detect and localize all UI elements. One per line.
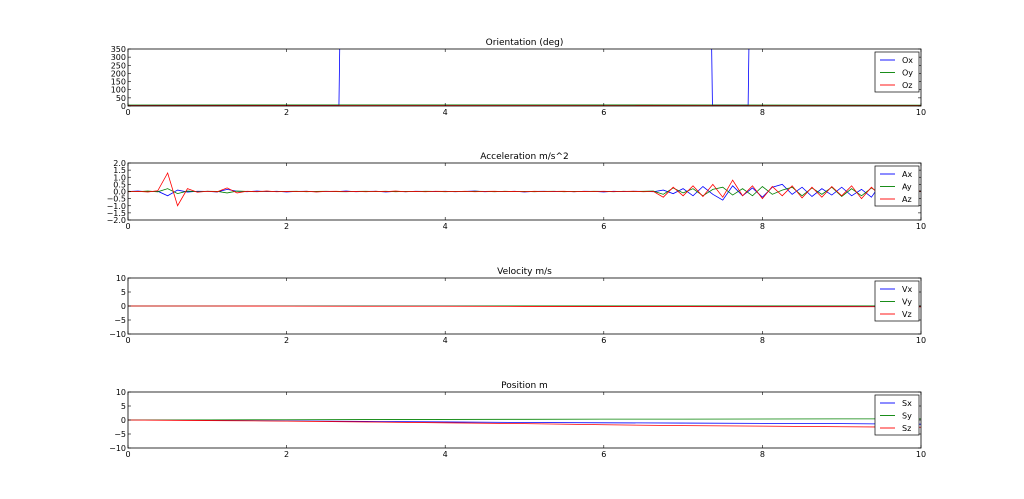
y-tick-label: 0 [121,102,126,111]
chart-title: Position m [501,381,548,391]
y-tick-label: 0 [121,416,126,425]
legend-box [874,280,920,322]
legend: Ox Oy Oz [874,51,920,93]
x-tick-label: 6 [601,336,606,345]
y-tick-label: 10 [116,388,126,397]
legend-label-sy: Sy [902,412,912,421]
subplot-4: Position m 0 2 4 6 8 10 −10 −5 0 5 10 Sx Sy Sz [109,381,926,459]
y-tick-label: 150 [111,78,126,87]
series-line-sz [128,419,921,428]
x-tick-label: 0 [125,222,130,231]
x-tick-label: 8 [760,108,765,117]
subplot-2: Acceleration m/s^2 0 2 4 6 8 10 −2.0−1.5−1.0−0.… [107,152,927,231]
x-tick-label: 6 [601,222,606,231]
y-tick-label: 200 [111,69,126,78]
legend-label-ax: Ax [902,170,912,179]
y-tick-label: −1.5 [107,209,126,218]
x-tick-label: 8 [760,450,765,459]
y-tick-label: 0.5 [113,180,126,189]
y-tick-label: −5 [114,430,126,439]
legend-label-oy: Oy [902,69,913,78]
subplot-1: Orientation (deg)0 2 4 6 8 100501001502002503… [111,38,926,117]
y-tick-label: 300 [111,53,126,62]
y-tick-label: 5 [121,288,126,297]
y-tick-label: 10 [116,274,126,283]
legend-box [874,394,920,436]
y-tick-label: −10 [109,330,126,339]
series-line-vz [128,305,921,308]
legend: Ax Ay Az [874,165,920,207]
y-tick-label: 5 [121,402,126,411]
legend-label-vz: Vz [902,310,912,319]
x-tick-label: 0 [125,450,130,459]
x-tick-label: 2 [284,108,289,117]
y-tick-label: 1.0 [113,173,126,182]
x-tick-label: 0 [125,108,130,117]
legend-label-vx: Vx [902,285,912,294]
series-line-ox [128,49,750,106]
y-tick-label: −2.0 [107,216,126,225]
x-tick-label: 10 [916,336,926,345]
y-tick-label: 50 [116,94,126,103]
x-tick-label: 4 [443,336,448,345]
legend-label-sz: Sz [902,424,911,433]
x-tick-label: 8 [760,222,765,231]
legend-label-ox: Ox [902,56,913,65]
legend-label-vy: Vy [902,298,912,307]
x-tick-label: 0 [125,336,130,345]
y-tick-label: 1.5 [113,166,126,175]
x-tick-label: 4 [443,108,448,117]
legend-label-ay: Ay [902,183,912,192]
y-tick-label: −1.0 [107,202,126,211]
series-line-sy [128,418,921,421]
x-tick-label: 8 [760,336,765,345]
y-tick-label: 0.0 [113,188,126,197]
legend-label-az: Az [902,195,912,204]
axes-frame [127,48,922,107]
y-tick-label: 250 [111,61,126,70]
legend: Vx Vy Vz [874,280,920,322]
x-tick-label: 10 [916,108,926,117]
x-tick-label: 4 [443,222,448,231]
subplot-3: Velocity m/s 0 2 4 6 8 10 −10 −5 0 5 10 Vx Vy Vz [109,267,926,345]
y-tick-label: −0.5 [107,195,126,204]
legend-box [874,165,920,207]
x-tick-label: 10 [916,222,926,231]
x-tick-label: 4 [443,450,448,459]
legend-label-sx: Sx [902,399,912,408]
y-tick-label: −5 [114,316,126,325]
y-tick-label: 2.0 [113,159,126,168]
legend: Sx Sy Sz [874,394,920,436]
chart-title: Acceleration m/s^2 [480,152,569,162]
y-tick-label: 0 [121,302,126,311]
x-tick-label: 2 [284,450,289,459]
legend-label-oz: Oz [902,81,913,90]
chart-title: Orientation (deg) [486,38,564,48]
x-tick-label: 2 [284,222,289,231]
x-tick-label: 10 [916,450,926,459]
series-line-az [128,171,921,207]
x-tick-label: 6 [601,108,606,117]
y-tick-label: 350 [111,45,126,54]
x-tick-label: 2 [284,336,289,345]
y-tick-label: −10 [109,444,126,453]
x-tick-label: 6 [601,450,606,459]
chart-title: Velocity m/s [497,267,552,277]
y-tick-label: 100 [111,86,126,95]
